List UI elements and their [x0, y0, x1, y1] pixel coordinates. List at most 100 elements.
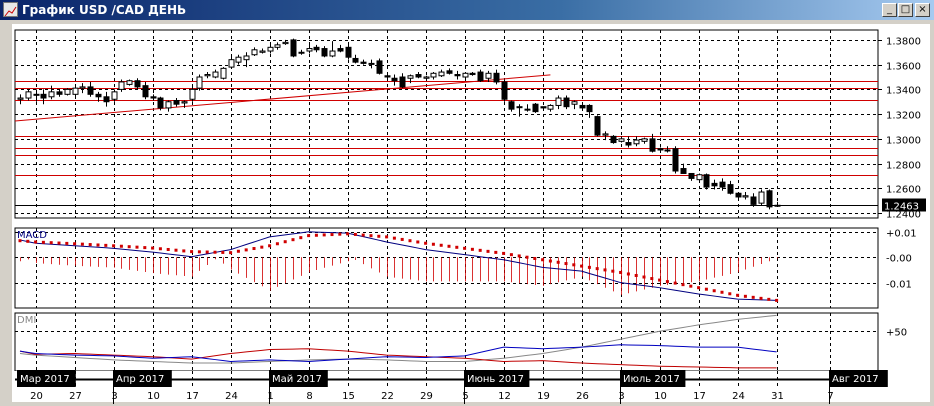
bullish-candle-body [235, 56, 242, 63]
bearish-candle-body [469, 72, 476, 76]
bearish-candle-body [625, 142, 632, 146]
maximize-button[interactable]: □ [898, 3, 913, 17]
macd-signal-dot [330, 233, 334, 237]
plus-di-line [19, 344, 777, 362]
macd-signal-dot [252, 247, 256, 251]
bullish-candle-body [430, 72, 437, 78]
macd-signal-dot [41, 240, 45, 244]
current-price-label: 1.2463 [884, 202, 919, 213]
candle [142, 81, 149, 100]
macd-signal-dot [650, 277, 654, 281]
candle [157, 96, 164, 111]
dmi-label: DMI [17, 315, 36, 326]
close-button[interactable]: × [915, 3, 930, 17]
month-label-box [17, 370, 76, 387]
bullish-candle-body [118, 81, 125, 90]
macd-signal-dot [697, 286, 701, 290]
candle [40, 89, 47, 105]
bearish-candle-body [56, 91, 63, 95]
bearish-candle-body [586, 104, 593, 113]
candle [680, 163, 687, 174]
candle [563, 95, 570, 110]
bullish-candle-body [259, 50, 266, 53]
bearish-candle-body [446, 70, 453, 74]
macd-signal-dot [720, 290, 724, 294]
month-label-box [269, 370, 328, 387]
macd-signal-dot [268, 244, 272, 248]
candle [87, 81, 94, 97]
bearish-candle-body [157, 97, 164, 109]
macd-signal-dot [416, 240, 420, 244]
candle [118, 79, 125, 92]
macd-signal-dot [400, 237, 404, 241]
macd-signal-dot [743, 294, 747, 298]
macd-signal-dot [166, 247, 170, 251]
bearish-candle-body [134, 80, 141, 88]
candle [649, 133, 656, 153]
bullish-candle-body [423, 76, 430, 79]
macd-signal-dot [135, 245, 139, 249]
candle [189, 86, 196, 102]
macd-signal-dot [548, 259, 552, 263]
bullish-candle-body [72, 87, 79, 95]
macd-signal-dot [65, 241, 69, 245]
candle [72, 84, 79, 97]
bullish-candle-body [212, 71, 219, 78]
bearish-candle-body [563, 97, 570, 108]
candle [228, 54, 235, 69]
current-price-badge [882, 198, 926, 212]
month-label: Авг 2017 [832, 374, 879, 385]
macd-signal-dot [158, 247, 162, 251]
macd-signal-dot [431, 242, 435, 246]
bullish-candle-body [79, 86, 86, 89]
candle [415, 72, 422, 79]
bearish-candle-body [391, 77, 398, 82]
candle [508, 100, 515, 112]
bullish-candle-body [33, 93, 40, 96]
macd-signal-dot [728, 292, 732, 296]
minimize-button[interactable]: _ [882, 3, 897, 17]
candle [165, 100, 172, 112]
candle [360, 59, 367, 65]
macd-signal-dot [611, 269, 615, 273]
bearish-candle-body [750, 196, 757, 205]
macd-panel-frame [14, 227, 879, 309]
day-label: 7 [827, 391, 833, 402]
candle [220, 67, 227, 80]
macd-signal-dot [322, 233, 326, 237]
bullish-candle-body [524, 108, 531, 111]
bullish-candle-body [462, 72, 469, 78]
macd-signal-dot [190, 250, 194, 254]
bullish-candle-body [25, 91, 32, 99]
window-title-bar[interactable]: График USD /CAD ДЕНЬ _ □ × [0, 0, 934, 20]
price-tick-label: 1.3600 [886, 62, 921, 73]
candle [243, 52, 250, 68]
macd-signal-dot [353, 232, 357, 236]
candle [111, 89, 118, 102]
candle [727, 180, 734, 195]
macd-signal-dot [478, 248, 482, 252]
bullish-candle-body [48, 91, 55, 98]
bullish-candle-body [64, 88, 71, 95]
bullish-candle-body [243, 55, 250, 61]
macd-signal-dot [338, 232, 342, 236]
macd-signal-dot [57, 241, 61, 245]
bullish-candle-body [407, 75, 414, 79]
macd-signal-dot [34, 240, 38, 244]
macd-signal-dot [385, 235, 389, 239]
candle [407, 74, 414, 84]
bullish-candle-body [485, 72, 492, 79]
candle [610, 135, 617, 144]
bearish-candle-body [415, 74, 422, 78]
bearish-candle-body [703, 174, 710, 188]
candle [579, 102, 586, 111]
macd-signal-dot [580, 264, 584, 268]
macd-signal-dot [642, 275, 646, 279]
day-label: 1 [267, 391, 273, 402]
candle [501, 79, 508, 102]
candle [672, 146, 679, 174]
bearish-candle-body [657, 148, 664, 151]
bearish-candle-body [337, 48, 344, 52]
bullish-candle-body [267, 46, 274, 52]
